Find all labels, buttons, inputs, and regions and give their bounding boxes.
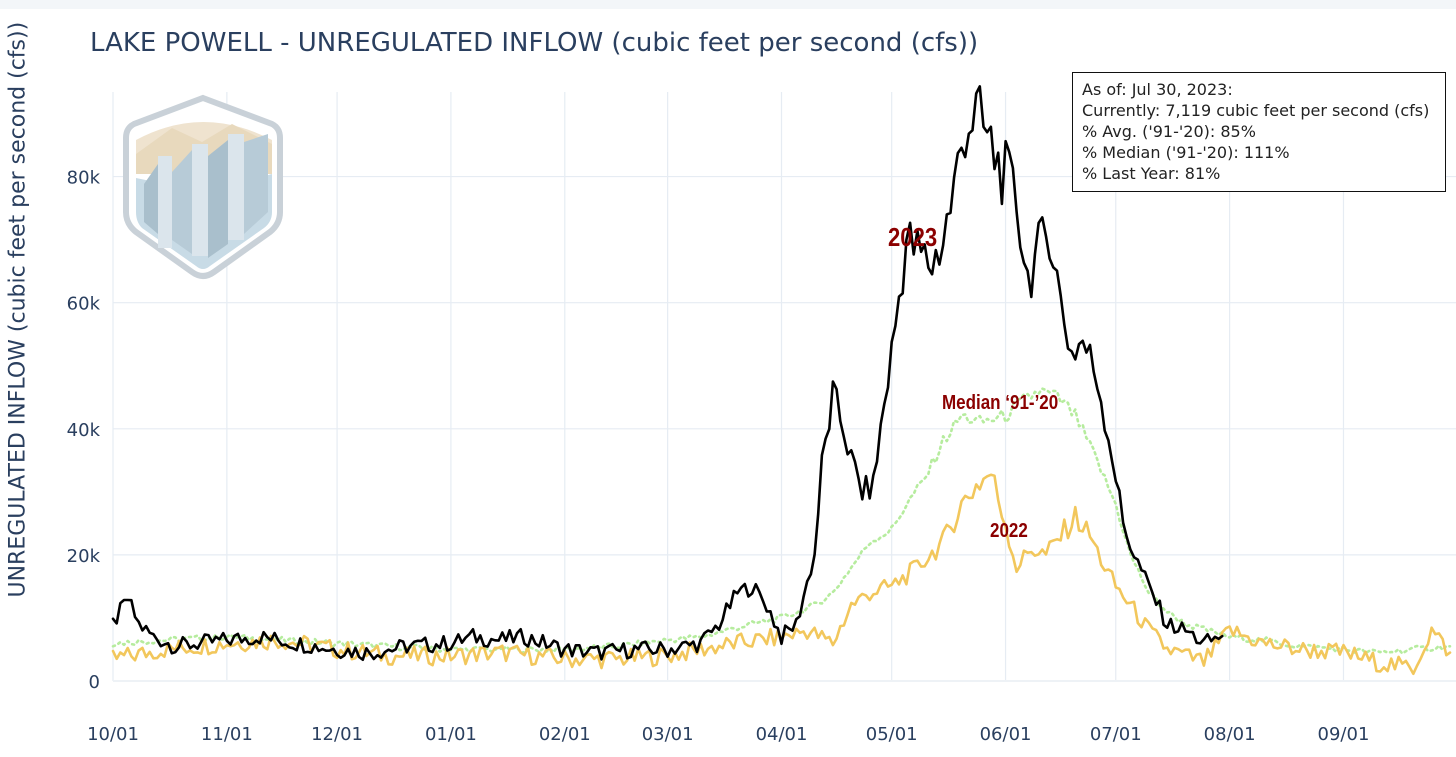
axis-ticks: 10/01 11/01 12/01 01/01 02/01 03/01 04/01 05/01… xyxy=(67,168,1370,745)
x-tick-label: 12/01 xyxy=(311,724,363,745)
y-tick-label: 80k xyxy=(67,168,101,189)
x-tick-label: 08/01 xyxy=(1204,724,1256,745)
x-tick-label: 07/01 xyxy=(1090,724,1142,745)
x-tick-label: 06/01 xyxy=(980,724,1032,745)
annotation-median: Median ‘91-’20 xyxy=(942,392,1059,414)
annotation-2023: 2023 xyxy=(888,222,938,252)
y-tick-label: 20k xyxy=(67,546,101,567)
info-currently: Currently: 7,119 cubic feet per second (… xyxy=(1082,101,1430,120)
x-tick-label: 02/01 xyxy=(539,724,591,745)
info-as-of: As of: Jul 30, 2023: xyxy=(1082,80,1233,99)
chart-title: LAKE POWELL - UNREGULATED INFLOW (cubic … xyxy=(90,28,979,58)
y-tick-label: 0 xyxy=(89,672,100,693)
x-tick-label: 11/01 xyxy=(201,724,253,745)
x-tick-label: 05/01 xyxy=(866,724,918,745)
series-lines xyxy=(111,85,1452,676)
info-pct-last-year: % Last Year: 81% xyxy=(1082,164,1221,183)
series-2023-line xyxy=(111,85,1224,661)
series-median-line xyxy=(111,387,1452,655)
x-tick-label: 03/01 xyxy=(642,724,694,745)
x-tick-label: 09/01 xyxy=(1318,724,1370,745)
x-tick-label: 01/01 xyxy=(425,724,477,745)
info-pct-avg: % Avg. ('91-'20): 85% xyxy=(1082,122,1256,141)
annotation-2022: 2022 xyxy=(990,520,1028,542)
top-strip xyxy=(0,0,1456,9)
x-tick-label: 04/01 xyxy=(756,724,808,745)
y-tick-label: 40k xyxy=(67,420,101,441)
x-tick-label: 10/01 xyxy=(87,724,139,745)
y-tick-label: 60k xyxy=(67,294,101,315)
status-info-box: As of: Jul 30, 2023: Currently: 7,119 cu… xyxy=(1072,72,1446,192)
reclamation-logo-icon xyxy=(123,94,283,279)
info-pct-median: % Median ('91-'20): 111% xyxy=(1082,143,1290,162)
